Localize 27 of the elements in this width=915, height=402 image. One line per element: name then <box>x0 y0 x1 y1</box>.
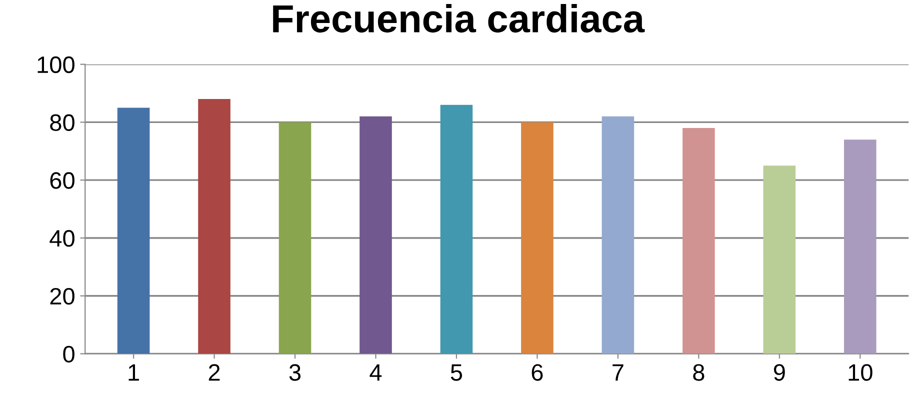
x-tick-label: 6 <box>532 364 543 381</box>
x-tick-label: 9 <box>774 364 785 381</box>
y-tick-label: 0 <box>63 346 74 363</box>
chart-title: Frecuencia cardiaca <box>273 4 645 33</box>
bar <box>602 116 634 354</box>
x-tick-label: 3 <box>289 364 301 381</box>
bar <box>763 166 796 354</box>
x-tick-label: 5 <box>450 364 462 381</box>
bar <box>844 140 876 354</box>
x-tick-label: 1 <box>128 364 139 381</box>
bar <box>198 99 230 354</box>
bar <box>117 108 150 354</box>
bar <box>440 104 473 354</box>
y-tick-label: 80 <box>50 114 74 131</box>
bar <box>360 116 392 354</box>
x-tick-label: 4 <box>370 364 382 381</box>
y-tick-label: 100 <box>38 56 74 74</box>
bar <box>521 122 554 354</box>
y-tick-label: 20 <box>50 288 74 305</box>
y-tick-label: 60 <box>50 172 74 189</box>
bar <box>682 128 715 354</box>
x-tick-label: 7 <box>612 364 624 381</box>
x-tick-label: 2 <box>208 364 220 381</box>
bar <box>278 122 312 354</box>
y-tick-label: 40 <box>50 230 74 247</box>
x-tick-label: 10 <box>848 364 872 381</box>
x-tick-label: 8 <box>693 364 704 381</box>
